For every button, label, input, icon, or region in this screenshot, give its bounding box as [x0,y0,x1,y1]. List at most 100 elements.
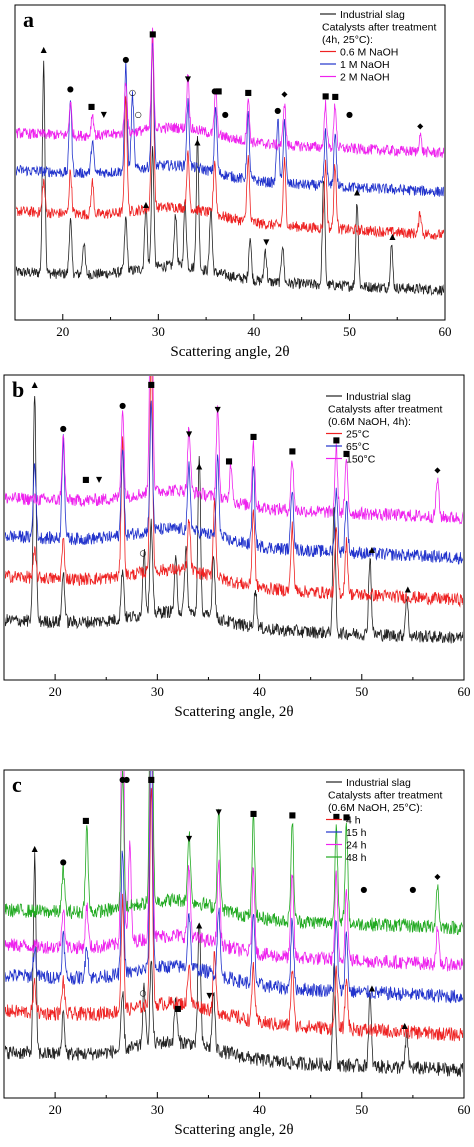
x-tick-label: 60 [458,1102,471,1117]
phase-marker: ▲ [369,983,376,992]
phase-marker: ■ [244,88,252,97]
phase-marker: ● [119,775,126,784]
legend-header: (0.6M NaOH, 4h): [328,416,411,428]
phase-marker: ■ [215,86,223,95]
phase-marker: ■ [225,457,233,466]
phase-marker: ● [123,775,130,784]
phase-marker: ● [60,424,67,433]
trace-sample-1 [16,38,444,240]
x-tick-label: 20 [49,684,62,699]
x-tick-label: 40 [253,1102,266,1117]
plot-frame [14,4,446,321]
phase-marker: ▼ [186,429,193,438]
trace-industrial-slag [5,395,463,644]
trace-sample-2 [5,771,463,1004]
phase-marker: ■ [331,92,339,101]
phase-marker: ▼ [186,834,193,843]
phase-marker: ▼ [216,807,223,816]
phase-marker: ▼ [263,237,270,246]
phase-marker: ■ [343,449,351,458]
plot-frame [3,769,465,1099]
legend-label: 65°C [346,441,370,453]
phase-marker: ■ [343,812,351,821]
phase-marker: ▼ [185,74,192,83]
phase-markers: ▲●■▼●○○▲■▼▲●■●■▼●◆ ■ ■●▲▲◆ [41,30,424,247]
phase-marker: ▼ [215,405,222,414]
legend-label: 2 M NaOH [340,72,390,84]
legend-label: 48 h [346,852,367,864]
x-axis-title: Scattering angle, 2θ [170,344,289,360]
phase-marker: ▲ [32,380,39,389]
phase-marker: ▲ [196,921,203,930]
phase-marker: ▲ [405,585,412,594]
legend-label: 4 h [346,815,361,827]
phase-marker: ○ [135,110,142,119]
trace-industrial-slag [5,852,463,1077]
phase-marker: ○ [129,88,136,97]
phase-marker: ■ [82,816,90,825]
legend-label: 15 h [346,827,367,839]
legend-label: Industrial slag [346,777,411,789]
legend-label: 0.6 M NaOH [340,47,398,59]
phase-marker: ■ [250,432,258,441]
phase-marker: ▼ [206,991,213,1000]
x-axis-title: Scattering angle, 2θ [174,1122,293,1138]
legend-header: (4h, 25°C): [322,34,373,46]
phase-marker: ▲ [389,232,396,241]
traces [5,376,463,644]
trace-industrial-slag [16,60,444,296]
trace-sample-1 [5,787,463,1042]
phase-marker: ◆ [434,466,441,475]
phase-marker: ◆ [281,90,288,99]
trace-sample-4 [5,771,463,935]
trace-sample-3 [16,27,444,159]
phase-marker: ■ [149,30,157,39]
plot-frame [3,374,465,681]
phase-marker: ■ [82,475,90,484]
x-tick-label: 60 [439,324,452,339]
phase-marker: ■ [322,91,330,100]
trace-sample-1 [5,376,463,608]
phase-marker: ▲ [143,200,150,209]
x-tick-label: 30 [152,324,165,339]
phase-marker: ▲ [369,545,376,554]
trace-sample-3 [5,771,463,972]
phase-marker: ● [211,86,218,95]
phase-marker: ▼ [101,110,108,119]
x-tick-label: 20 [56,324,69,339]
legend-label: 1 M NaOH [340,59,390,71]
x-tick-label: 30 [151,1102,164,1117]
phase-marker: ● [122,55,129,64]
panel-letter: c [12,772,22,797]
legend-label: 150°C [346,454,376,466]
phase-markers: ▲●■ ▼●○■▼▲▼■■■■■▲▲◆ [32,380,442,594]
legend-label: Industrial slag [340,9,405,21]
phase-marker: ◆ [417,122,424,131]
panel-letter: a [23,7,34,32]
phase-marker: ■ [147,775,155,784]
phase-marker: ● [360,885,367,894]
trace-sample-3 [5,376,463,525]
phase-marker: ■ [332,436,340,445]
x-tick-label: 20 [49,1102,62,1117]
trace-sample-2 [5,400,463,565]
phase-marker: ● [119,401,126,410]
x-axis-title: Scattering angle, 2θ [174,704,293,720]
x-tick-label: 50 [343,324,356,339]
panel-letter: b [12,377,24,402]
phase-marker: ■ [288,447,296,456]
phase-marker: ○ [140,549,147,558]
phase-marker: ▲ [196,462,203,471]
legend-label: Industrial slag [346,391,411,403]
phase-marker: ■ [250,809,258,818]
phase-marker: ▲ [402,1021,409,1030]
phase-marker: ● [222,110,229,119]
panel-b: b 20 30 40 50 60 Scattering angle, 2θ ▲ ● ■ ▼ ● ○ ■ ▼ ▲… [3,374,471,720]
phase-marker: ■ [147,380,155,389]
phase-marker: ▲ [32,844,39,853]
phase-markers: ▲●■●●○■■▼▲▼▼ ■ ■ ■ ■●▲▲●◆ [32,775,442,1030]
